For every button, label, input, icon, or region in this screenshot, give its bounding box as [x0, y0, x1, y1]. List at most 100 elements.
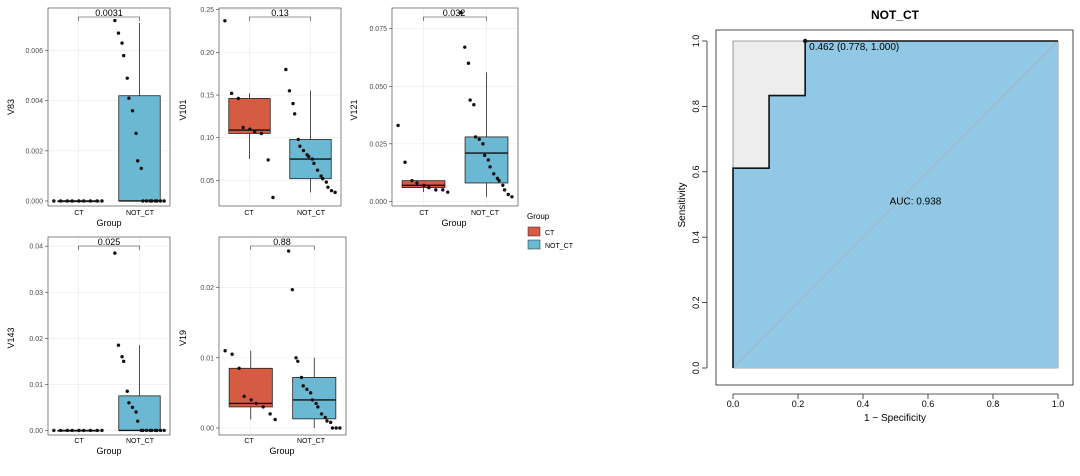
pvalue-label: 0.025: [98, 237, 121, 247]
data-point: [510, 195, 514, 199]
data-point: [252, 130, 257, 134]
data-point: [254, 401, 258, 406]
data-point: [248, 127, 252, 131]
data-point: [314, 401, 318, 406]
data-point: [481, 142, 485, 146]
data-point: [116, 343, 121, 347]
data-point: [329, 420, 333, 425]
significance-bracket: [249, 16, 311, 21]
data-point: [70, 428, 74, 433]
x-tick-label: 1.0: [1052, 399, 1065, 409]
data-point: [284, 67, 288, 72]
data-point: [301, 384, 305, 388]
y-tick-label: 0.075: [369, 26, 387, 33]
data-point: [459, 10, 463, 15]
x-tick-label: 0.2: [792, 399, 805, 409]
data-point: [95, 199, 99, 203]
x-tick-label: CT: [419, 210, 429, 217]
data-point: [492, 172, 496, 176]
x-axis-label: Group: [269, 446, 294, 456]
data-point: [136, 419, 140, 423]
data-point: [427, 185, 431, 190]
data-point: [329, 188, 334, 193]
y-tick-label: 0.04: [29, 244, 43, 251]
x-axis-label: 1 − Specificity: [864, 413, 926, 424]
data-point: [266, 158, 270, 162]
data-point: [136, 159, 140, 163]
auc-label: AUC: 0.938: [890, 197, 942, 208]
data-point: [324, 180, 329, 184]
data-point: [308, 391, 313, 395]
data-point: [113, 251, 117, 255]
significance-bracket: [250, 245, 315, 250]
box: [464, 136, 509, 184]
data-point: [296, 137, 300, 142]
data-point: [236, 96, 241, 101]
boxplot-panel: V19 0.00 0.01 0.02 CT NOT_CT Group 0.88: [178, 236, 347, 456]
legend: Group CT NOT_CT: [527, 212, 574, 250]
legend-swatch-ct: [527, 226, 541, 237]
pvalue-label: 0.0031: [95, 8, 123, 18]
y-tick-label: 0.000: [25, 198, 43, 205]
y-axis-label: V101: [178, 99, 188, 120]
y-tick-label: 1.0: [691, 35, 701, 48]
boxplot-panel: V121 0.000 0.025 0.050 0.075 CT NOT_CT Grou…: [349, 7, 519, 228]
data-point: [326, 185, 330, 189]
data-point: [305, 387, 309, 392]
y-tick-label: 0.8: [691, 100, 701, 113]
x-tick-label: 0.4: [857, 399, 870, 409]
data-point: [477, 137, 481, 141]
x-tick-label: NOT_CT: [126, 210, 155, 217]
data-point: [113, 18, 117, 23]
plot-marks: [52, 16, 166, 203]
data-point: [292, 112, 297, 116]
y-tick-label: 0.05: [200, 178, 214, 185]
data-point: [319, 412, 324, 416]
x-tick-label: 0.0: [727, 399, 740, 409]
x-tick-label: 0.8: [987, 399, 1000, 409]
data-point: [155, 428, 159, 433]
plot-border: [391, 7, 519, 207]
data-point: [502, 188, 507, 192]
data-point: [333, 190, 337, 195]
data-point: [310, 398, 315, 402]
data-point: [307, 154, 311, 159]
data-point: [286, 249, 291, 253]
y-tick-label: 0.004: [25, 98, 43, 105]
y-ticks: 0.000 0.025 0.050 0.075: [369, 26, 392, 206]
box: [118, 95, 161, 202]
y-tick-label: 0.4: [691, 231, 701, 244]
y-tick-label: 0.00: [29, 428, 43, 435]
data-point: [130, 405, 135, 410]
data-point: [259, 131, 264, 136]
data-point: [396, 123, 400, 128]
data-point: [223, 19, 227, 23]
boxplot-panel: V143 0.00 0.01 0.02 0.03 0.04 CT NOT_CT Grou…: [6, 236, 171, 456]
significance-bracket: [78, 16, 140, 21]
data-point: [473, 135, 478, 139]
data-point: [52, 199, 56, 203]
x-tick-label: CT: [244, 438, 254, 445]
y-axis-label: V83: [6, 99, 16, 115]
plot-marks: [223, 245, 342, 430]
roc-diagonal: [732, 40, 1059, 369]
data-point: [144, 428, 149, 433]
data-point: [88, 428, 93, 433]
y-tick-label: 0.000: [369, 199, 387, 206]
y-tick-label: 0.01: [29, 382, 43, 389]
data-point: [506, 192, 510, 197]
y-tick-label: 0.25: [200, 7, 214, 14]
data-point: [121, 359, 126, 364]
data-point: [296, 359, 300, 363]
y-axis-label: V121: [349, 99, 359, 120]
data-point: [422, 183, 426, 187]
data-point: [223, 349, 227, 353]
legend-label: NOT_CT: [545, 243, 574, 250]
data-point: [65, 428, 70, 433]
y-ticks: 0.000 0.002 0.004 0.006: [25, 48, 48, 205]
box: [292, 377, 337, 420]
plot-border: [218, 7, 342, 207]
roc-panel: NOT_CT 0.0 0.2 0.4 0.6 0.8 1.0 0.0 0.2 0.4 0.6 0.8…: [677, 8, 1074, 424]
y-tick-label: 0.01: [200, 355, 214, 362]
